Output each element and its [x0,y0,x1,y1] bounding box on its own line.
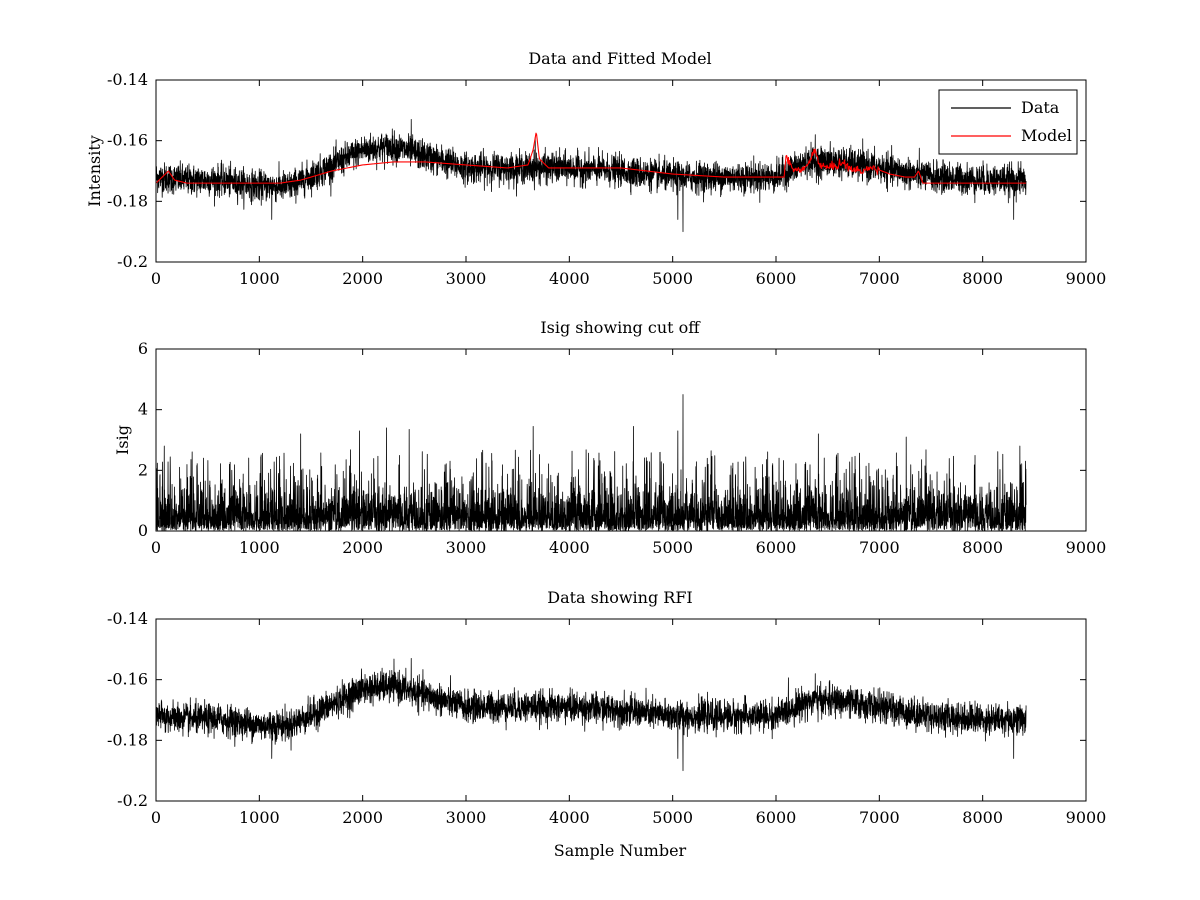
series-line-data [156,658,1027,772]
subplot-isig: Isig showing cut off Isig 0 1000 2000 3000 4… [113,318,1106,557]
subplot-3-title: Data showing RFI [547,588,692,607]
axes-frame [155,348,1087,532]
series-line-data [156,119,1027,233]
y-tick-label: 4 [138,400,148,419]
x-tick-label: 4000 [549,269,590,288]
legend: Data Model [938,89,1078,155]
x-tick-label: 7000 [859,538,900,557]
series-line-isig [156,394,1027,531]
x-tick-label: 7000 [859,808,900,827]
x-tick-label: 2000 [342,808,383,827]
y-tick-label: -0.18 [107,191,148,210]
x-tick-label: 6000 [756,808,797,827]
x-tick-label: 1000 [239,269,280,288]
legend-label-model: Model [1021,126,1072,145]
subplot-1-title: Data and Fitted Model [528,49,711,68]
x-tick-label: 4000 [549,808,590,827]
x-tick-label: 4000 [549,538,590,557]
x-tick-label: 7000 [859,269,900,288]
x-tick-label: 5000 [652,269,693,288]
x-tick-label: 9000 [1066,269,1107,288]
plot-area [156,119,1027,233]
x-tick-label: 6000 [756,269,797,288]
y-tick-label: -0.16 [107,131,148,150]
series-line-model [156,132,1027,184]
subplot-data-rfi: Data showing RFI Sample Number 0 1000 2000… [107,588,1106,860]
legend-box [938,89,1078,155]
y-tick-label: 6 [138,339,148,358]
x-tick-label: 8000 [962,808,1003,827]
axes-frame [155,618,1087,802]
y-tick-label: 0 [138,521,148,540]
subplot-2-ylabel: Isig [113,425,132,455]
y-tick-label: -0.14 [107,70,148,89]
y-tick-label: -0.16 [107,670,148,689]
x-tick-label: 8000 [962,538,1003,557]
subplot-1-ylabel: Intensity [85,135,104,207]
y-tick-label: -0.18 [107,730,148,749]
x-tick-label: 3000 [446,269,487,288]
x-tick-label: 6000 [756,538,797,557]
y-tick-label: -0.2 [117,791,148,810]
x-tick-label: 5000 [652,808,693,827]
x-tick-label: 5000 [652,538,693,557]
x-tick-label: 3000 [446,808,487,827]
plot-area [156,658,1027,772]
y-tick-label: -0.14 [107,609,148,628]
x-tick-label: 0 [151,269,161,288]
x-tick-label: 1000 [239,538,280,557]
plot-area [156,394,1027,531]
axes-frame [155,79,1087,263]
x-tick-label: 0 [151,538,161,557]
subplot-data-and-model: Data and Fitted Model Intensity 0 1000 200… [85,49,1106,288]
x-tick-label: 2000 [342,538,383,557]
x-tick-label: 1000 [239,808,280,827]
x-tick-label: 9000 [1066,538,1107,557]
y-tick-label: 2 [138,460,148,479]
x-tick-label: 9000 [1066,808,1107,827]
y-tick-label: -0.2 [117,252,148,271]
legend-label-data: Data [1021,98,1060,117]
subplot-2-title: Isig showing cut off [540,318,701,337]
x-tick-label: 8000 [962,269,1003,288]
x-tick-label: 0 [151,808,161,827]
subplot-3-xlabel: Sample Number [554,841,687,860]
x-tick-label: 3000 [446,538,487,557]
x-tick-label: 2000 [342,269,383,288]
